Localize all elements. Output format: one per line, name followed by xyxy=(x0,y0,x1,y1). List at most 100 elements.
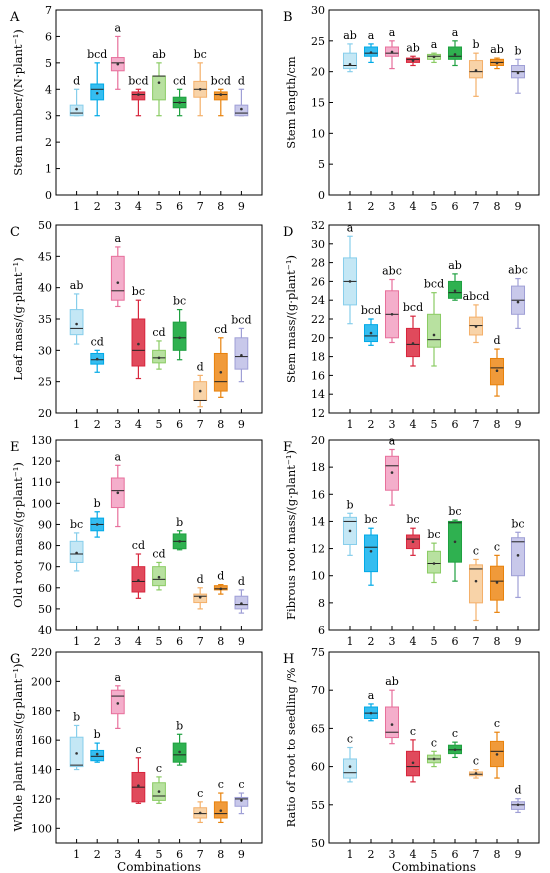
significance-letter: c xyxy=(135,743,141,756)
y-tick-label: 180 xyxy=(31,705,52,718)
x-tick-label: 4 xyxy=(135,848,142,861)
x-tick-label: 1 xyxy=(347,418,354,431)
significance-letter: c xyxy=(494,540,500,553)
box-5: bc xyxy=(426,528,442,584)
significance-letter: cd xyxy=(152,326,165,339)
y-tick-label: 28 xyxy=(311,257,325,270)
significance-letter: a xyxy=(115,450,122,463)
box-6: ab xyxy=(447,259,463,301)
box-7: c xyxy=(468,544,484,622)
box-8: bcd xyxy=(211,74,231,117)
mean-point xyxy=(137,784,140,787)
x-tick-label: 5 xyxy=(431,200,438,213)
significance-letter: c xyxy=(473,544,479,557)
significance-letter: d xyxy=(238,74,245,87)
mean-point xyxy=(75,322,78,326)
box-1: ab xyxy=(342,29,358,73)
box-5: c xyxy=(426,736,442,768)
x-tick-label: 3 xyxy=(389,635,396,648)
x-tick-label: 3 xyxy=(114,200,121,213)
y-tick-label: 12 xyxy=(311,407,325,420)
y-tick-label: 7 xyxy=(45,4,52,17)
significance-letter: ab xyxy=(70,279,84,292)
panel-letter: C xyxy=(10,225,20,240)
x-tick-label: 6 xyxy=(176,418,183,431)
box-4: c xyxy=(405,725,421,783)
y-axis-title: Old root mass/(g·plant⁻¹) xyxy=(11,462,25,608)
mean-point xyxy=(157,356,161,360)
mean-point xyxy=(411,342,415,345)
significance-letter: cd xyxy=(132,539,145,552)
box-4: c xyxy=(131,743,146,804)
significance-letter: b xyxy=(73,710,80,723)
mean-point xyxy=(137,342,140,346)
y-tick-label: 0 xyxy=(318,189,325,202)
significance-letter: bc xyxy=(511,517,524,530)
iqr-box xyxy=(131,318,146,367)
mean-point xyxy=(240,799,243,802)
box-8: d xyxy=(489,334,505,397)
mean-point xyxy=(453,289,457,293)
y-tick-label: 12 xyxy=(311,543,325,556)
mean-point xyxy=(474,325,478,328)
significance-letter: ab xyxy=(490,43,504,56)
y-tick-label: 140 xyxy=(31,764,52,777)
panel-letter: A xyxy=(9,10,20,25)
significance-letter: a xyxy=(368,29,375,42)
significance-letter: ab xyxy=(343,29,357,42)
iqr-box xyxy=(342,758,358,779)
x-tick-label: 2 xyxy=(94,418,101,431)
mean-point xyxy=(137,93,140,96)
mean-point xyxy=(116,281,120,284)
iqr-box xyxy=(384,706,400,739)
y-tick-label: 10 xyxy=(311,570,325,583)
iqr-box xyxy=(131,91,146,101)
significance-letter: a xyxy=(347,221,354,234)
iqr-box xyxy=(110,689,125,715)
x-tick-label: 1 xyxy=(347,848,354,861)
x-tick-label: 4 xyxy=(410,848,417,861)
x-tick-label: 9 xyxy=(238,418,245,431)
box-4: bcd xyxy=(128,74,149,117)
x-tick-label: 3 xyxy=(114,848,121,861)
x-tick-label: 6 xyxy=(176,635,183,648)
mean-point xyxy=(390,50,394,54)
significance-letter: d xyxy=(73,74,80,87)
mean-point xyxy=(240,107,243,111)
significance-letter: bc xyxy=(70,518,83,531)
box-7: c xyxy=(193,787,208,824)
mean-point xyxy=(348,765,352,768)
y-axis-title: Stem length/cm xyxy=(284,56,298,148)
y-tick-label: 6 xyxy=(318,624,325,637)
y-tick-label: 90 xyxy=(38,518,52,531)
x-tick-label: 5 xyxy=(156,418,163,431)
box-7: b xyxy=(468,38,484,97)
mean-point xyxy=(516,803,520,807)
mean-point xyxy=(178,336,181,340)
box-7: c xyxy=(468,755,484,779)
mean-point xyxy=(516,71,520,75)
x-tick-label: 7 xyxy=(473,418,480,431)
x-tick-label: 1 xyxy=(347,635,354,648)
x-tick-label: 6 xyxy=(452,848,459,861)
box-1: ab xyxy=(69,279,84,345)
y-tick-label: 200 xyxy=(31,675,52,688)
x-tick-label: 1 xyxy=(347,200,354,213)
y-tick-label: 8 xyxy=(318,597,325,610)
mean-point xyxy=(75,752,78,755)
significance-letter: c xyxy=(156,762,162,775)
box-1: b xyxy=(69,710,84,771)
iqr-box xyxy=(426,313,442,348)
panel-letter: F xyxy=(283,440,292,455)
x-tick-label: 9 xyxy=(238,635,245,648)
y-tick-label: 16 xyxy=(311,488,325,501)
box-9: d xyxy=(234,575,249,614)
box-7: bc xyxy=(193,48,208,117)
x-tick-label: 2 xyxy=(368,418,375,431)
y-tick-label: 18 xyxy=(311,351,325,364)
significance-letter: cd xyxy=(214,323,227,336)
box-9: bc xyxy=(510,517,526,599)
x-tick-label: 5 xyxy=(431,418,438,431)
